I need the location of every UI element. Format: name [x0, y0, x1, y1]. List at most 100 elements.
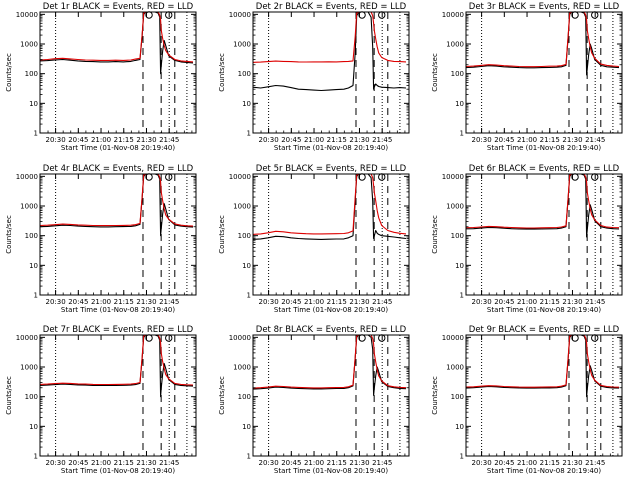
x-tick-label: 21:30 — [349, 459, 369, 467]
x-tick-label: 21:00 — [304, 298, 324, 306]
x-tick-label: 21:15 — [327, 298, 347, 306]
events-series-line — [39, 11, 194, 75]
y-tick-label: 1 — [34, 453, 38, 461]
x-tick-label: 21:00 — [304, 136, 324, 144]
chart-panel-3: 1 10 100 1000 10000 20:30 20:45 21:00 21:15 21:30… — [431, 2, 623, 152]
x-axis-label: Start Time (01-Nov-08 20:19:40) — [274, 467, 388, 475]
x-tick-label: 21:45 — [372, 459, 392, 467]
y-tick-label: 1 — [247, 292, 251, 300]
x-tick-label: 20:30 — [472, 459, 492, 467]
x-tick-label: 20:45 — [281, 136, 301, 144]
x-tick-label: 20:30 — [46, 136, 66, 144]
y-axis-label: Counts/sec — [218, 215, 226, 254]
y-axis-label: Counts/sec — [218, 376, 226, 415]
x-axis-label: Start Time (01-Nov-08 20:19:40) — [487, 306, 601, 314]
x-tick-label: 21:30 — [136, 136, 156, 144]
x-tick-label: 21:45 — [159, 136, 179, 144]
y-tick-label: 100 — [25, 70, 38, 78]
x-tick-label: 21:15 — [540, 136, 560, 144]
y-tick-label: 1 — [34, 130, 38, 138]
y-tick-label: 10000 — [442, 11, 464, 19]
x-tick-label: 21:00 — [304, 459, 324, 467]
y-tick-label: 1000 — [446, 364, 464, 372]
x-tick-label: 20:45 — [494, 298, 514, 306]
lld-series-line — [252, 173, 407, 235]
x-tick-label: 21:00 — [91, 136, 111, 144]
x-tick-label: 21:45 — [159, 459, 179, 467]
lld-series-line — [465, 334, 620, 388]
y-tick-label: 10 — [29, 100, 38, 108]
x-tick-label: 21:15 — [540, 298, 560, 306]
y-tick-label: 1 — [247, 130, 251, 138]
x-axis-label: Start Time (01-Nov-08 20:19:40) — [61, 306, 175, 314]
chart-title: Det 6r BLACK = Events, RED = LLD — [469, 164, 620, 174]
x-tick-label: 20:45 — [494, 459, 514, 467]
y-axis-label: Counts/sec — [5, 215, 13, 254]
x-tick-label: 21:30 — [562, 298, 582, 306]
x-axis-label: Start Time (01-Nov-08 20:19:40) — [274, 144, 388, 152]
x-tick-label: 21:30 — [349, 136, 369, 144]
y-tick-label: 10000 — [16, 334, 38, 342]
x-tick-label: 20:45 — [281, 459, 301, 467]
y-tick-label: 1 — [460, 453, 464, 461]
y-tick-label: 100 — [238, 393, 251, 401]
y-axis-label: Counts/sec — [5, 376, 13, 415]
chart-title: Det 2r BLACK = Events, RED = LLD — [256, 2, 407, 12]
x-tick-label: 21:45 — [585, 136, 605, 144]
x-tick-label: 21:00 — [517, 136, 537, 144]
plot-frame — [39, 173, 197, 296]
x-tick-label: 21:30 — [136, 298, 156, 306]
chart-panel-7: 1 10 100 1000 10000 20:30 20:45 21:00 21:15 21:30… — [5, 325, 197, 475]
chart-title: Det 1r BLACK = Events, RED = LLD — [43, 2, 194, 12]
lld-series-line — [39, 173, 194, 227]
chart-title: Det 5r BLACK = Events, RED = LLD — [256, 164, 407, 174]
x-axis-label: Start Time (01-Nov-08 20:19:40) — [61, 467, 175, 475]
x-axis-label: Start Time (01-Nov-08 20:19:40) — [487, 467, 601, 475]
y-tick-label: 1000 — [20, 203, 38, 211]
chart-panel-2: 1 10 100 1000 10000 20:30 20:45 21:00 21:15 21:30… — [218, 2, 410, 152]
y-tick-label: 10000 — [442, 173, 464, 181]
y-tick-label: 10000 — [442, 334, 464, 342]
plot-frame — [252, 334, 410, 457]
y-tick-label: 1 — [460, 292, 464, 300]
events-series-line — [252, 11, 407, 92]
x-tick-label: 21:00 — [91, 298, 111, 306]
y-tick-label: 1 — [34, 292, 38, 300]
x-tick-label: 21:45 — [372, 298, 392, 306]
y-tick-label: 10 — [29, 423, 38, 431]
y-tick-label: 100 — [25, 232, 38, 240]
y-tick-label: 100 — [238, 232, 251, 240]
y-tick-label: 100 — [25, 393, 38, 401]
y-tick-label: 1000 — [233, 203, 251, 211]
x-tick-label: 20:30 — [46, 459, 66, 467]
y-tick-label: 1 — [247, 453, 251, 461]
y-tick-label: 10000 — [16, 173, 38, 181]
y-tick-label: 10 — [455, 262, 464, 270]
plot-frame — [252, 173, 410, 296]
chart-panel-6: 1 10 100 1000 10000 20:30 20:45 21:00 21:15 21:30… — [431, 164, 623, 314]
y-tick-label: 100 — [451, 232, 464, 240]
x-tick-label: 21:15 — [114, 136, 134, 144]
events-series-line — [39, 173, 194, 237]
x-tick-label: 21:30 — [562, 459, 582, 467]
chart-panel-4: 1 10 100 1000 10000 20:30 20:45 21:00 21:15 21:30… — [5, 164, 197, 314]
x-axis-label: Start Time (01-Nov-08 20:19:40) — [487, 144, 601, 152]
x-tick-label: 20:45 — [281, 298, 301, 306]
y-tick-label: 10 — [242, 262, 251, 270]
chart-title: Det 7r BLACK = Events, RED = LLD — [43, 325, 194, 335]
x-tick-label: 21:45 — [585, 298, 605, 306]
y-tick-label: 100 — [451, 70, 464, 78]
y-tick-label: 1000 — [20, 364, 38, 372]
y-tick-label: 10 — [242, 100, 251, 108]
y-tick-label: 100 — [238, 70, 251, 78]
x-tick-label: 21:45 — [159, 298, 179, 306]
x-tick-label: 21:30 — [136, 459, 156, 467]
y-tick-label: 10 — [242, 423, 251, 431]
y-tick-label: 100 — [451, 393, 464, 401]
y-tick-label: 10000 — [229, 334, 251, 342]
events-series-line — [39, 334, 194, 398]
x-tick-label: 20:30 — [46, 298, 66, 306]
lld-series-line — [252, 11, 407, 63]
